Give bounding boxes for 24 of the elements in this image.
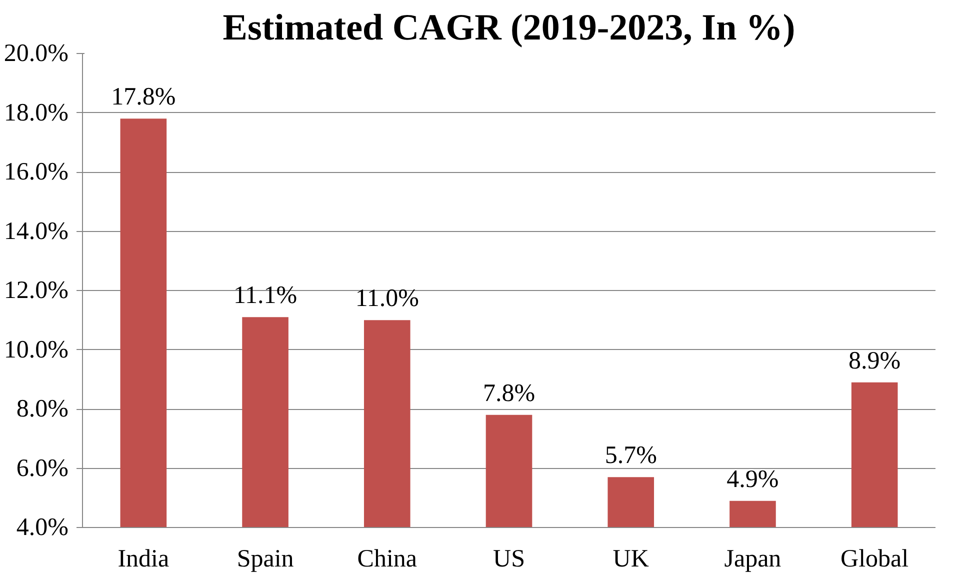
- x-tick-label: Japan: [724, 546, 782, 572]
- x-tick-label: Global: [840, 546, 909, 572]
- data-label: 8.9%: [848, 347, 901, 374]
- y-tick-label: 4.0%: [16, 514, 69, 541]
- x-tick-label: Spain: [236, 546, 294, 572]
- y-tick-label: 6.0%: [16, 454, 69, 482]
- data-label: 4.9%: [726, 466, 779, 493]
- chart-title: Estimated CAGR (2019-2023, In %): [222, 8, 796, 48]
- x-tick-label: China: [357, 546, 418, 572]
- y-tick-label: 16.0%: [4, 158, 69, 186]
- y-tick-label: 20.0%: [4, 40, 69, 67]
- data-label: 11.0%: [355, 285, 419, 312]
- data-label: 7.8%: [482, 380, 536, 407]
- y-tick-label: 14.0%: [4, 218, 69, 245]
- data-label: 17.8%: [111, 84, 176, 111]
- y-tick-label: 12.0%: [4, 277, 69, 304]
- x-tick-label: India: [118, 546, 170, 572]
- y-tick-label: 18.0%: [4, 99, 69, 126]
- x-tick-label: US: [493, 546, 525, 572]
- data-label: 11.1%: [233, 282, 298, 310]
- x-tick-label: UK: [612, 546, 649, 572]
- y-tick-label: 8.0%: [16, 396, 69, 422]
- y-tick-label: 10.0%: [4, 336, 69, 364]
- data-label: 5.7%: [604, 442, 657, 470]
